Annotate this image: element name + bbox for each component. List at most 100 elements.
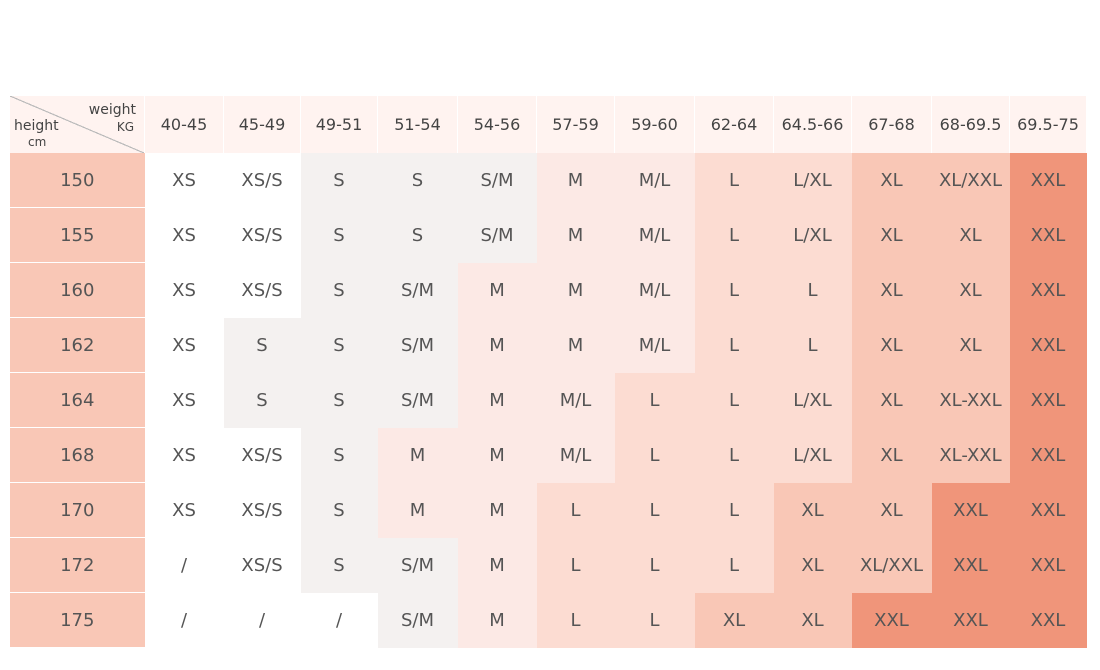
size-cell: L: [694, 207, 774, 263]
height-label: 164: [10, 372, 145, 428]
size-row: 172/XS/S S S/M M L L L XL XL/XXL XXL XXL: [10, 537, 1087, 593]
weight-range-header: 49-51: [300, 96, 378, 153]
size-cell: L: [773, 317, 852, 373]
size-cell: L: [614, 482, 695, 538]
size-cell: XS: [144, 262, 224, 318]
size-cell: M: [536, 153, 615, 208]
height-label: 150: [10, 153, 145, 208]
size-cell: XS/S: [223, 482, 301, 538]
size-cell: M/L: [536, 372, 615, 428]
size-cell: /: [300, 592, 378, 648]
size-cell: XXL: [1009, 482, 1087, 538]
size-cell: S: [300, 482, 378, 538]
size-cell: XS/S: [223, 262, 301, 318]
weight-range-header: 59-60: [614, 96, 695, 153]
size-cell: L: [694, 372, 774, 428]
size-cell: S: [223, 372, 301, 428]
size-cell: M: [536, 317, 615, 373]
size-cell: S/M: [457, 207, 537, 263]
size-cell: /: [223, 592, 301, 648]
size-cell: M/L: [536, 427, 615, 483]
size-cell: XXL: [931, 592, 1010, 648]
corner-cell: weight KG height cm: [10, 96, 145, 153]
size-cell: L/XL: [773, 153, 852, 208]
size-cell: M: [457, 482, 537, 538]
size-cell: S: [377, 153, 458, 208]
size-cell: L: [694, 427, 774, 483]
size-cell: S: [300, 317, 378, 373]
size-cell: XL: [851, 427, 932, 483]
size-cell: XL-XXL: [931, 427, 1010, 483]
size-cell: S/M: [457, 153, 537, 208]
size-cell: M: [377, 482, 458, 538]
size-cell: M: [457, 372, 537, 428]
size-cell: XL/XXL: [931, 153, 1010, 208]
size-cell: L: [536, 537, 615, 593]
size-cell: S/M: [377, 262, 458, 318]
size-cell: XL: [851, 372, 932, 428]
weight-range-header: 51-54: [377, 96, 458, 153]
size-cell: L: [694, 262, 774, 318]
height-label: 175: [10, 592, 145, 648]
size-cell: S/M: [377, 372, 458, 428]
size-cell: XXL: [931, 537, 1010, 593]
size-cell: M: [457, 592, 537, 648]
size-cell: L: [614, 427, 695, 483]
weight-range-header: 69.5-75: [1009, 96, 1087, 153]
size-cell: S: [300, 207, 378, 263]
size-cell: L: [536, 482, 615, 538]
size-cell: XL: [773, 537, 852, 593]
size-cell: L: [614, 592, 695, 648]
footer-note-strip: [10, 655, 1090, 670]
size-row: 170 XS XS/S S M M L L L XL XL XXL XXL: [10, 482, 1087, 538]
size-cell: M: [457, 537, 537, 593]
size-cell: XL: [931, 207, 1010, 263]
size-cell: XXL: [1009, 592, 1087, 648]
size-cell: L: [536, 592, 615, 648]
header-row: weight KG height cm 40-45 45-49 49-51 51…: [10, 96, 1087, 153]
height-label: 168: [10, 427, 145, 483]
size-cell: L: [694, 537, 774, 593]
size-cell: XL-XXL: [931, 372, 1010, 428]
size-row: 164 XS S S S/M M M/L L L L/XL XL XL-XXL XXL: [10, 372, 1087, 428]
size-cell: S: [300, 372, 378, 428]
corner-kg-label: KG: [116, 120, 134, 134]
size-cell: M: [457, 317, 537, 373]
weight-range-header: 45-49: [223, 96, 301, 153]
weight-range-header: 62-64: [694, 96, 774, 153]
size-cell: XXL: [851, 592, 932, 648]
size-cell: M/L: [614, 317, 695, 373]
size-cell: S: [223, 317, 301, 373]
size-row: 155 XS XS/S S S S/M M M/L L L/XL XL XL XXL: [10, 207, 1087, 263]
size-cell: M: [457, 427, 537, 483]
size-cell: XS/S: [223, 153, 301, 208]
size-cell: M/L: [614, 207, 695, 263]
weight-range-header: 67-68: [851, 96, 932, 153]
size-cell: L/XL: [773, 207, 852, 263]
size-cell: XS/S: [223, 427, 301, 483]
weight-range-header: 57-59: [536, 96, 615, 153]
size-chart-table: weight KG height cm 40-45 45-49 49-51 51…: [10, 96, 1087, 648]
height-label: 172: [10, 537, 145, 593]
corner-weight-label: weight: [88, 102, 136, 118]
size-cell: L: [614, 537, 695, 593]
size-cell: M: [536, 262, 615, 318]
corner-height-label: height: [14, 118, 59, 134]
size-cell: XL/XXL: [851, 537, 932, 593]
size-cell: /: [144, 592, 224, 648]
size-cell: S/M: [377, 592, 458, 648]
size-cell: XXL: [1009, 427, 1087, 483]
size-row: 175// / S/M M L L XL XL XXL XXL XXL: [10, 592, 1087, 648]
size-cell: XXL: [1009, 262, 1087, 318]
size-row: 162 XS S S S/M M M M/L L L XL XL XXL: [10, 317, 1087, 373]
size-cell: XL: [931, 262, 1010, 318]
size-cell: XL: [851, 262, 932, 318]
size-cell: XL: [773, 482, 852, 538]
weight-range-header: 54-56: [457, 96, 537, 153]
size-cell: L: [773, 262, 852, 318]
size-row: 160 XS XS/S S S/M M M M/L L L XL XL XXL: [10, 262, 1087, 318]
size-cell: XXL: [1009, 537, 1087, 593]
size-cell: XS: [144, 372, 224, 428]
size-cell: XXL: [1009, 372, 1087, 428]
size-cell: XS: [144, 153, 224, 208]
